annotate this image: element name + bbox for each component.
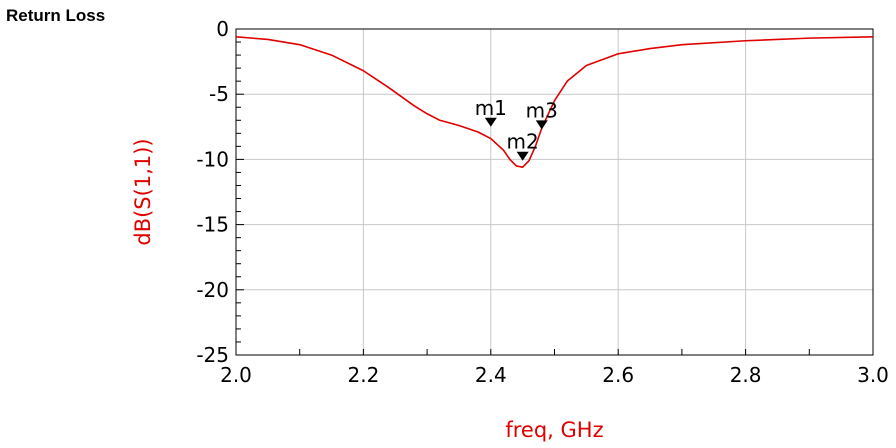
minor-ticks (235, 28, 874, 356)
plot-frame (235, 28, 874, 356)
x-tick-labels: 2.0 2.2 2.4 2.6 2.8 3.0 (220, 363, 889, 387)
y-tick-label: 0 (216, 17, 229, 41)
grid-layer (236, 29, 873, 355)
marker-triangle-m2 (516, 151, 529, 161)
x-tick-label: 2.2 (347, 363, 379, 387)
y-tick-label: -15 (196, 213, 229, 237)
page-title: Return Loss (6, 6, 106, 25)
x-axis-title: freq, GHz (505, 418, 603, 442)
marker-triangle-m1 (484, 117, 497, 127)
y-tick-label: -25 (196, 343, 229, 367)
x-tick-label: 3.0 (857, 363, 889, 387)
y-tick-label: -5 (209, 82, 229, 106)
x-tick-label: 2.6 (602, 363, 634, 387)
marker-triangle-m3 (535, 120, 548, 130)
marker-label-m1: m1 (475, 96, 507, 120)
x-tick-label: 2.0 (220, 363, 252, 387)
series-line-s11 (235, 36, 874, 169)
x-tick-label: 2.8 (730, 363, 762, 387)
y-tick-label: -10 (196, 147, 229, 171)
series-layer (235, 36, 874, 169)
y-tick-labels: 0 -5 -10 -15 -20 -25 (196, 17, 229, 367)
marker-label-m2: m2 (507, 130, 539, 154)
marker-label-m3: m3 (526, 98, 558, 122)
y-axis-title: dB(S(1,1)) (131, 138, 155, 245)
y-tick-label: -20 (196, 278, 229, 302)
x-tick-label: 2.4 (475, 363, 507, 387)
